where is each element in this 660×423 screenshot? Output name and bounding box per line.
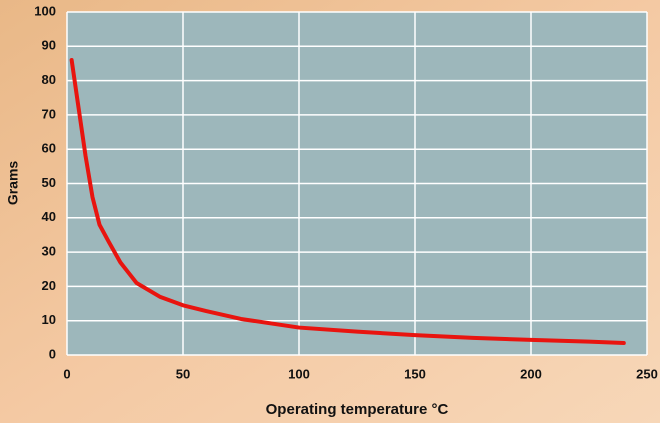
x-tick-label: 100 (288, 366, 310, 381)
y-tick-label: 40 (42, 209, 56, 224)
y-tick-label: 70 (42, 106, 56, 121)
y-tick-label: 50 (42, 175, 56, 190)
y-axis-label: Grams (5, 161, 21, 206)
x-tick-label: 200 (520, 366, 542, 381)
x-tick-label: 50 (176, 366, 190, 381)
y-tick-label: 80 (42, 72, 56, 87)
y-tick-label: 30 (42, 244, 56, 259)
x-tick-label: 250 (636, 366, 658, 381)
x-tick-label: 150 (404, 366, 426, 381)
y-tick-label: 90 (42, 38, 56, 53)
y-tick-label: 100 (34, 3, 56, 18)
x-tick-label: 0 (63, 366, 70, 381)
y-tick-label: 10 (42, 312, 56, 327)
y-tick-label: 60 (42, 141, 56, 156)
y-tick-label: 0 (49, 346, 56, 361)
line (69, 58, 626, 345)
x-axis-label: Operating temperature °C (266, 401, 449, 418)
y-tick-label: 20 (42, 278, 56, 293)
